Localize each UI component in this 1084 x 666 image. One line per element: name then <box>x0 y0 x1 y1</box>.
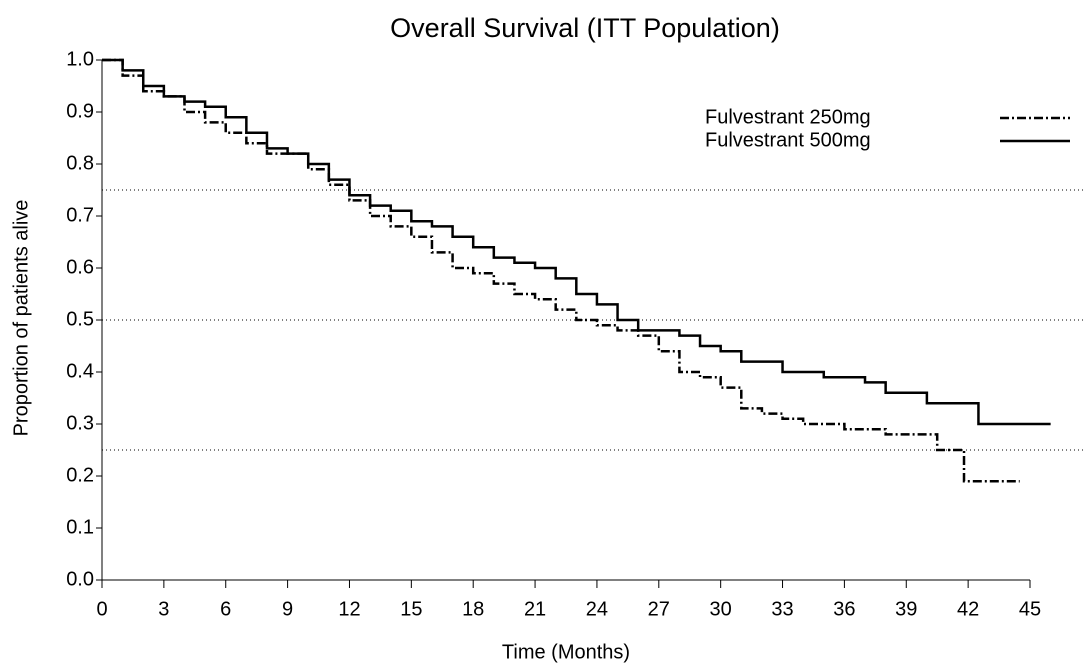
x-tick-label: 33 <box>771 598 793 620</box>
x-tick-label: 24 <box>586 598 608 620</box>
legend-label: Fulvestrant 500mg <box>705 129 871 151</box>
y-axis-label: Proportion of patients alive <box>10 200 32 437</box>
y-tick-label: 0.5 <box>66 308 94 330</box>
y-tick-label: 0.6 <box>66 256 94 278</box>
y-tick-label: 0.3 <box>66 412 94 434</box>
legend-label: Fulvestrant 250mg <box>705 106 871 128</box>
x-axis-label: Time (Months) <box>502 641 630 663</box>
x-tick-label: 3 <box>158 598 169 620</box>
x-tick-label: 15 <box>400 598 422 620</box>
x-tick-label: 45 <box>1019 598 1041 620</box>
x-tick-label: 39 <box>895 598 917 620</box>
survival-curve <box>102 58 1020 483</box>
x-tick-label: 6 <box>220 598 231 620</box>
survival-curve <box>102 58 1051 426</box>
chart-title: Overall Survival (ITT Population) <box>390 13 780 43</box>
y-tick-label: 0.1 <box>66 516 94 538</box>
x-tick-label: 9 <box>282 598 293 620</box>
x-tick-label: 0 <box>96 598 107 620</box>
x-tick-label: 30 <box>710 598 732 620</box>
x-tick-label: 18 <box>462 598 484 620</box>
y-tick-label: 0.0 <box>66 568 94 590</box>
x-tick-label: 27 <box>648 598 670 620</box>
y-tick-label: 0.7 <box>66 204 94 226</box>
x-tick-label: 42 <box>957 598 979 620</box>
x-tick-label: 36 <box>833 598 855 620</box>
x-tick-label: 21 <box>524 598 546 620</box>
y-tick-label: 0.8 <box>66 152 94 174</box>
y-tick-label: 0.9 <box>66 100 94 122</box>
y-tick-label: 0.2 <box>66 464 94 486</box>
x-tick-label: 12 <box>338 598 360 620</box>
y-tick-label: 0.4 <box>66 360 94 382</box>
y-tick-label: 1.0 <box>66 48 94 70</box>
